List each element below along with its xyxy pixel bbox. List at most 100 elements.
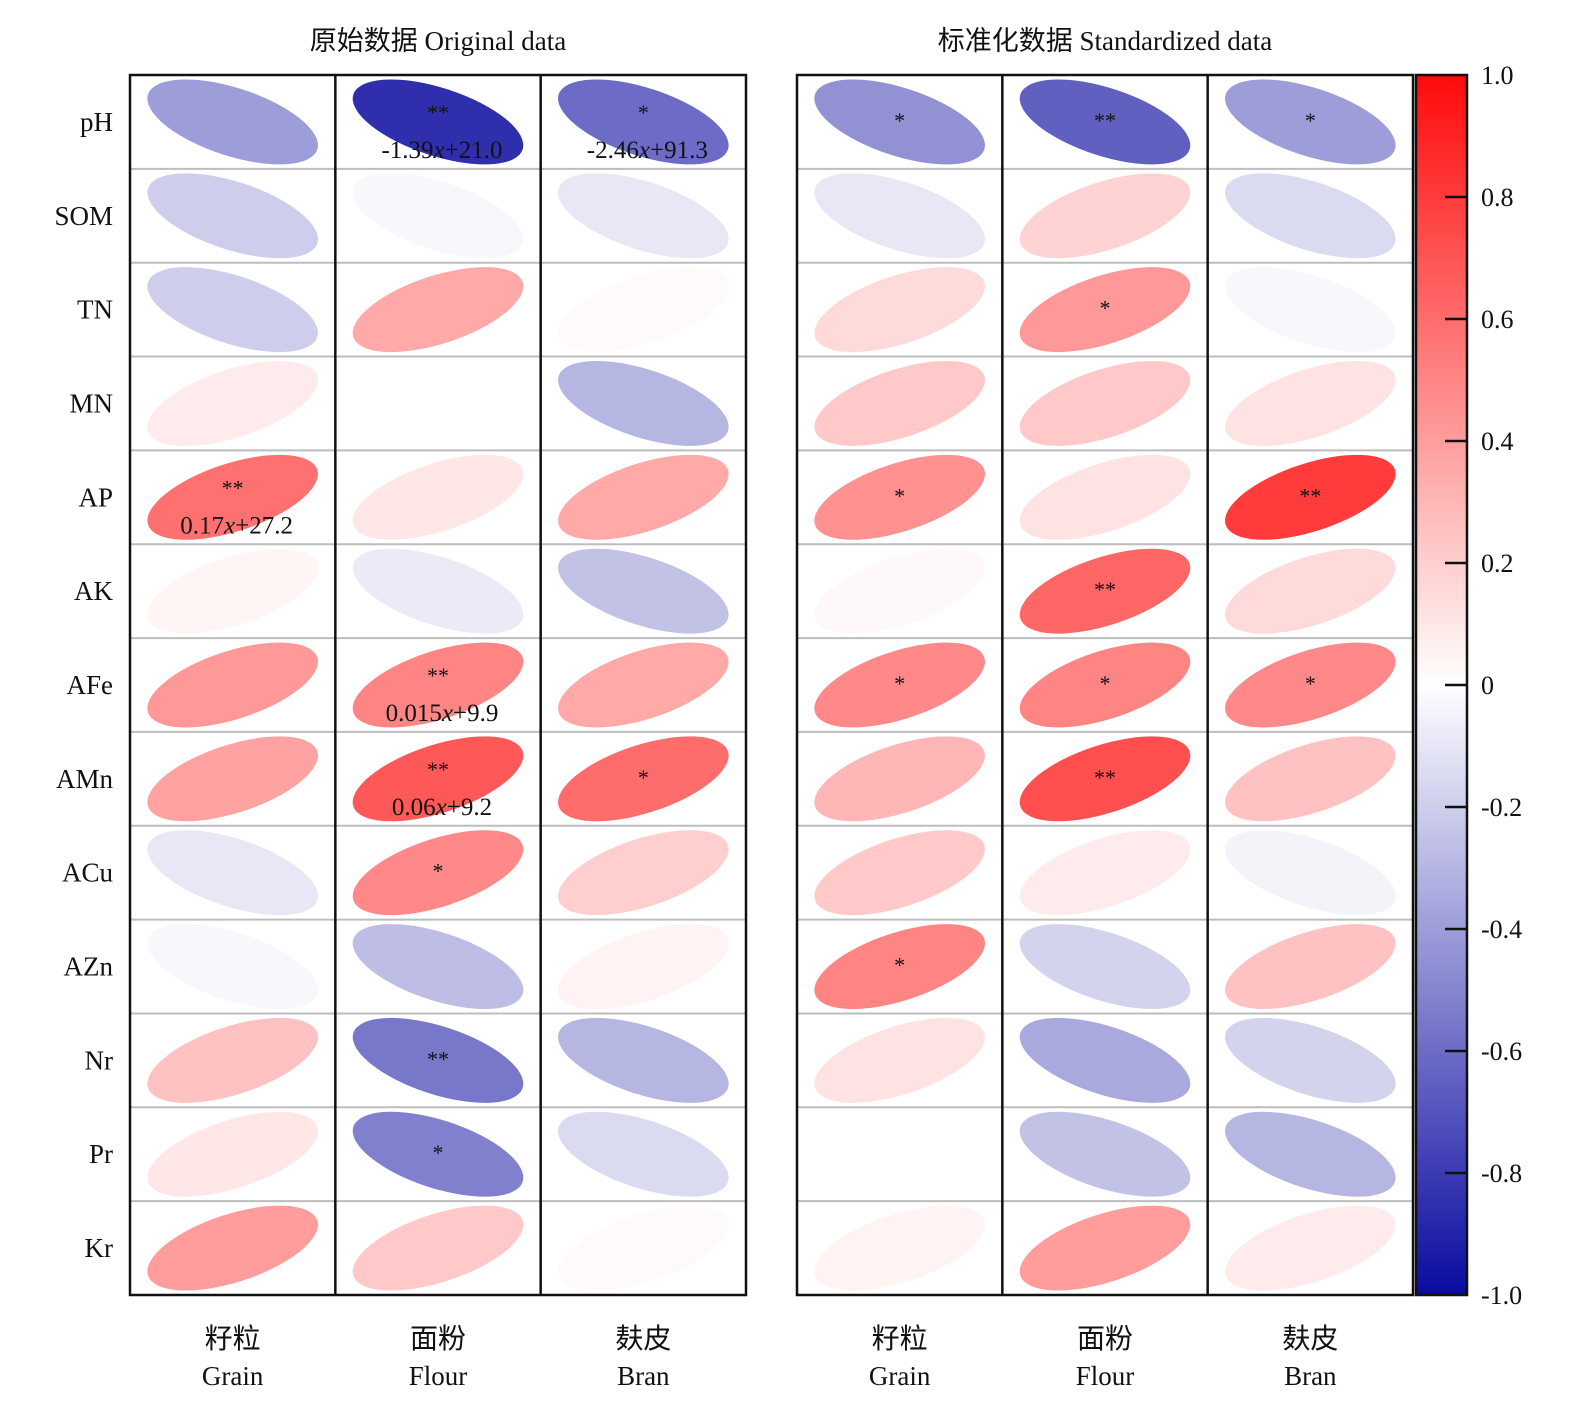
significance-mark: * bbox=[894, 483, 905, 508]
significance-mark: * bbox=[894, 671, 905, 696]
correlation-ellipse bbox=[352, 1017, 524, 1103]
correlation-ellipse bbox=[1225, 548, 1396, 634]
correlation-ellipse bbox=[558, 548, 729, 634]
column-label-zh: 麸皮 bbox=[1282, 1323, 1338, 1355]
correlation-ellipse bbox=[1225, 1017, 1396, 1103]
correlation-ellipse bbox=[558, 454, 729, 540]
colorbar-tick-label: 1.0 bbox=[1481, 61, 1514, 90]
correlation-ellipse bbox=[1225, 830, 1396, 916]
significance-mark: * bbox=[1100, 296, 1111, 321]
colorbar-tick-label: 0.4 bbox=[1481, 427, 1514, 456]
row-label: AMn bbox=[56, 764, 114, 794]
column-label-zh: 面粉 bbox=[410, 1323, 466, 1355]
correlation-ellipse bbox=[558, 1205, 729, 1291]
column-label-zh: 面粉 bbox=[1077, 1323, 1133, 1355]
correlation-ellipse bbox=[147, 548, 318, 634]
row-label: AP bbox=[78, 482, 113, 512]
column-label-zh: 麸皮 bbox=[615, 1323, 671, 1355]
row-label: AK bbox=[74, 576, 113, 606]
correlation-ellipse bbox=[1225, 924, 1396, 1009]
correlation-ellipse bbox=[1225, 642, 1396, 728]
correlation-ellipse bbox=[558, 79, 729, 165]
regression-equation: -1.39x+21.0 bbox=[381, 137, 502, 164]
significance-mark: ** bbox=[427, 100, 449, 125]
column-label-zh: 籽粒 bbox=[205, 1323, 261, 1355]
correlation-ellipse bbox=[558, 173, 729, 259]
correlation-ellipse bbox=[1019, 79, 1191, 165]
correlation-ellipse bbox=[1019, 1205, 1191, 1291]
panel-frame bbox=[128, 73, 748, 1297]
correlation-ellipse bbox=[352, 267, 524, 353]
row-label: TN bbox=[77, 295, 113, 325]
panel-title: 原始数据 Original data bbox=[310, 26, 566, 56]
significance-mark: * bbox=[638, 765, 649, 790]
correlation-ellipse bbox=[814, 454, 985, 540]
correlation-ellipse bbox=[1225, 173, 1396, 259]
row-label: AFe bbox=[67, 670, 114, 700]
correlation-ellipse bbox=[147, 454, 318, 540]
row-label: pH bbox=[80, 107, 113, 137]
significance-mark: * bbox=[433, 859, 444, 884]
colorbar-tick-label: -1.0 bbox=[1481, 1281, 1522, 1310]
correlation-ellipse bbox=[814, 79, 985, 165]
column-label-en: Grain bbox=[202, 1361, 264, 1391]
row-label: SOM bbox=[54, 201, 113, 231]
correlation-ellipse bbox=[1019, 642, 1191, 728]
regression-equation: 0.015x+9.9 bbox=[386, 700, 499, 727]
row-label: MN bbox=[69, 388, 113, 418]
column-label-en: Bran bbox=[617, 1361, 670, 1391]
correlation-ellipse bbox=[352, 642, 524, 728]
correlation-ellipse bbox=[558, 1017, 729, 1103]
correlation-ellipse bbox=[814, 924, 985, 1009]
correlation-ellipse bbox=[352, 736, 524, 822]
correlation-ellipse bbox=[1019, 361, 1191, 446]
regression-equation: 0.06x+9.2 bbox=[392, 794, 492, 821]
colorbar-tick-label: 0.2 bbox=[1481, 549, 1514, 578]
correlation-ellipse bbox=[558, 1111, 729, 1197]
correlation-ellipse bbox=[558, 361, 729, 446]
correlation-ellipse bbox=[1225, 267, 1396, 353]
correlation-ellipse bbox=[1225, 736, 1396, 822]
significance-mark: * bbox=[1305, 671, 1316, 696]
correlation-ellipse bbox=[352, 548, 524, 634]
colorbar-tick-label: -0.6 bbox=[1481, 1037, 1522, 1066]
significance-mark: ** bbox=[1299, 483, 1321, 508]
column-label-en: Flour bbox=[409, 1361, 468, 1391]
correlation-ellipse bbox=[1225, 1111, 1396, 1197]
correlation-ellipse bbox=[814, 1017, 985, 1103]
correlation-ellipse bbox=[147, 736, 318, 822]
correlation-ellipse bbox=[1019, 1017, 1191, 1103]
significance-mark: ** bbox=[1094, 765, 1116, 790]
correlation-ellipse bbox=[814, 361, 985, 446]
correlation-ellipse bbox=[1019, 924, 1191, 1009]
correlation-ellipse bbox=[814, 267, 985, 353]
significance-mark: ** bbox=[1094, 108, 1116, 133]
correlation-ellipse bbox=[147, 267, 318, 353]
colorbar: 1.0 0.8 0.6 0.4 0.2 0 -0.2 -0.4 -0.6 -0.8 -1.0 bbox=[1414, 61, 1522, 1310]
correlation-ellipse bbox=[814, 736, 985, 822]
correlation-ellipse bbox=[1225, 1205, 1396, 1291]
column-label-en: Bran bbox=[1284, 1361, 1337, 1391]
panel-standardized-data: 标准化数据 Standardized data* ** *** ***** * ****籽… bbox=[795, 26, 1415, 1391]
correlation-ellipse bbox=[352, 1111, 524, 1197]
correlation-ellipse bbox=[814, 173, 985, 259]
correlation-ellipse bbox=[147, 1017, 318, 1103]
correlation-ellipse bbox=[558, 642, 729, 728]
significance-mark: ** bbox=[427, 757, 449, 782]
correlation-ellipse bbox=[558, 924, 729, 1009]
significance-mark: ** bbox=[427, 663, 449, 688]
correlation-ellipse bbox=[1019, 548, 1191, 634]
correlation-ellipse bbox=[1019, 454, 1191, 540]
regression-equation: -2.46x+91.3 bbox=[587, 137, 708, 164]
correlation-ellipse bbox=[147, 361, 318, 446]
colorbar-tick-label: 0.8 bbox=[1481, 183, 1514, 212]
correlation-ellipse bbox=[1225, 454, 1396, 540]
colorbar-tick-label: -0.4 bbox=[1481, 915, 1522, 944]
correlation-ellipse bbox=[1225, 79, 1396, 165]
significance-mark: * bbox=[638, 100, 649, 125]
row-label: Nr bbox=[85, 1045, 114, 1075]
correlation-ellipse bbox=[352, 454, 524, 540]
correlation-ellipse bbox=[147, 830, 318, 916]
regression-equation: 0.17x+27.2 bbox=[180, 512, 293, 539]
